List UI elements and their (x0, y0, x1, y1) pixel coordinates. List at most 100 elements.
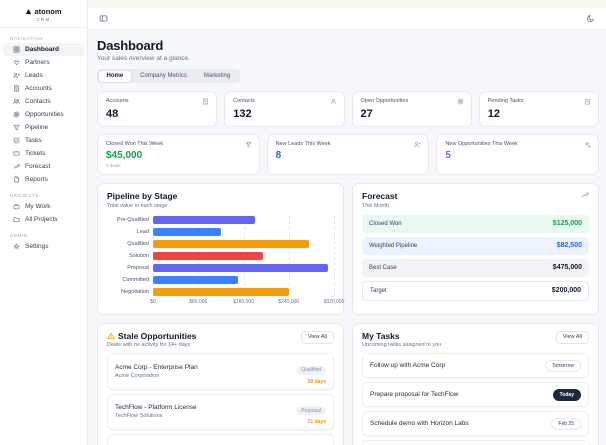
nav-section-label: Navigation (10, 36, 44, 41)
stat-label: Accounts (106, 98, 129, 104)
forecast-label: Best Case (369, 264, 397, 271)
target-icon (13, 111, 20, 118)
card-closed-won-week: Closed Won This Week $45,000 3 deals (97, 134, 260, 175)
stat-value: 12 (487, 108, 500, 120)
dashboard-content: Dashboard Your sales overview at a glanc… (88, 30, 606, 445)
page-title: Dashboard (97, 38, 164, 53)
gridline (334, 215, 335, 296)
chart-category-label: Qualified (127, 240, 149, 247)
panel-title: Pipeline by Stage (107, 191, 178, 201)
bar-negotiation (153, 287, 289, 296)
stage-badge: Proposal (296, 406, 326, 415)
task-item[interactable]: Follow up with Acme Corp Tomorrow (362, 353, 589, 378)
tab-company-metrics[interactable]: Company Metrics (140, 73, 187, 79)
sidebar-item-tasks[interactable]: Tasks (3, 134, 84, 147)
theme-toggle-icon[interactable] (586, 14, 595, 23)
stat-card-accounts: Accounts 48 (97, 91, 218, 127)
tab-home[interactable]: Home (98, 70, 132, 82)
card-new-leads-week: New Leads This Week 8 (266, 134, 430, 175)
stale-list: Acme Corp - Enterprise Plan Acme Corporat… (107, 353, 334, 445)
user-icon (330, 98, 337, 105)
stat-value: 48 (106, 108, 119, 120)
forecast-value: $200,000 (551, 287, 581, 294)
card-subvalue: 3 deals (106, 163, 121, 168)
view-all-button[interactable]: View All (300, 330, 334, 344)
sidebar-item-all-projects[interactable]: All Projects (3, 213, 84, 226)
sidebar-item-tickets[interactable]: Tickets (3, 147, 84, 160)
sidebar-item-forecast[interactable]: Forecast (3, 160, 84, 173)
warning-icon (107, 332, 115, 340)
handshake-icon (13, 59, 20, 66)
stale-item-pinnacle[interactable]: Pinnacle - Annual SubscriptionPinnacle I… (107, 434, 334, 445)
forecast-panel: Forecast This Month Closed Won $125,000 … (352, 183, 599, 315)
sidebar: atonom CRM Navigation Dashboard Partners… (0, 0, 88, 445)
bar-lead (153, 227, 221, 236)
forecast-rows: Closed Won $125,000 Weighted Pipeline $8… (362, 214, 589, 301)
view-all-button[interactable]: View All (555, 330, 589, 344)
forecast-label: Target (370, 287, 387, 294)
stale-item-acme[interactable]: Acme Corp - Enterprise Plan Acme Corporat… (107, 353, 334, 390)
sidebar-item-reports[interactable]: Reports (3, 173, 84, 186)
nav-section-label: Projects (10, 193, 39, 198)
task-name: Schedule demo with Horizon Labs (370, 420, 469, 427)
chart-value-axis: $0 $80,000 $160,000 $240,000 $320,000 (150, 298, 344, 307)
task-item[interactable]: Prepare proposal for TechFlow Today (362, 382, 589, 407)
task-item[interactable]: Schedule demo with Horizon Labs Feb 25 (362, 411, 589, 436)
top-strip (88, 0, 606, 8)
sidebar-item-opportunities[interactable]: Opportunities (3, 108, 84, 121)
sidebar-toggle-icon[interactable] (99, 14, 108, 23)
task-item[interactable]: Review contract terms - Pinnacle Feb 27 (362, 440, 589, 445)
sidebar-item-contacts[interactable]: Contacts (3, 95, 84, 108)
app-logo: atonom CRM (0, 0, 87, 28)
chart-category-label: Negotiation (121, 288, 149, 295)
weekly-cards: Closed Won This Week $45,000 3 deals New… (97, 134, 599, 175)
trend-icon (581, 191, 589, 199)
file-icon (13, 176, 20, 183)
chart-tick-label: $240,000 (278, 298, 300, 305)
forecast-value: $475,000 (552, 264, 582, 271)
sidebar-item-label: Contacts (25, 98, 51, 105)
dashboard-icon (13, 46, 20, 53)
chart-category-label: Solution (129, 252, 149, 259)
clipboard-check-icon (584, 98, 591, 105)
sidebar-item-leads[interactable]: Leads (3, 69, 84, 82)
sidebar-item-label: Tickets (25, 150, 46, 157)
logo-icon (25, 8, 32, 15)
sidebar-item-dashboard[interactable]: Dashboard (3, 43, 84, 56)
trend-icon (13, 163, 20, 170)
app-name: atonom (34, 7, 62, 16)
bar-committed (153, 275, 238, 284)
bottom-panels: Stale Opportunities Deals with no activi… (97, 322, 599, 445)
tab-marketing[interactable]: Marketing (203, 73, 231, 79)
chart-category-axis: Pre-Qualified Lead Qualified Solution Propos… (107, 216, 149, 296)
days-stale: 21 days (307, 419, 326, 425)
sidebar-item-partners[interactable]: Partners (3, 56, 84, 69)
task-name: Follow up with Acme Corp (370, 362, 446, 369)
forecast-value: $82,500 (556, 242, 582, 249)
card-value: $45,000 (106, 150, 143, 161)
forecast-row-weighted-pipeline: Weighted Pipeline $82,500 (362, 236, 589, 255)
sidebar-item-accounts[interactable]: Accounts (3, 82, 84, 95)
bar-solution (153, 251, 264, 260)
sidebar-item-label: Forecast (25, 163, 51, 170)
sidebar-item-settings[interactable]: Settings (3, 240, 84, 253)
deal-name: Acme Corp - Enterprise Plan (115, 363, 198, 371)
panel-title: Forecast (362, 191, 398, 201)
stat-cards: Accounts 48 Contacts 132 Open Opportunit… (97, 91, 599, 127)
sidebar-item-label: Pipeline (25, 124, 49, 131)
sidebar-item-label: Settings (25, 243, 49, 250)
sidebar-item-label: My Work (25, 203, 51, 210)
stale-item-techflow[interactable]: TechFlow - Platform License TechFlow Solu… (107, 393, 334, 430)
pipeline-by-stage-chart: Pre-Qualified Lead Qualified Solution Propos… (107, 215, 344, 307)
sidebar-item-my-work[interactable]: My Work (3, 200, 84, 213)
sidebar-item-label: Leads (25, 72, 43, 79)
ticket-icon (13, 150, 20, 157)
building-icon (13, 85, 20, 92)
folder-icon (13, 216, 20, 223)
forecast-label: Weighted Pipeline (369, 242, 418, 249)
funnel-icon (13, 124, 20, 131)
days-stale: 28 days (307, 378, 326, 385)
sidebar-item-label: Tasks (25, 137, 42, 144)
due-badge: Feb 25 (551, 417, 581, 430)
sidebar-item-pipeline[interactable]: Pipeline (3, 121, 84, 134)
